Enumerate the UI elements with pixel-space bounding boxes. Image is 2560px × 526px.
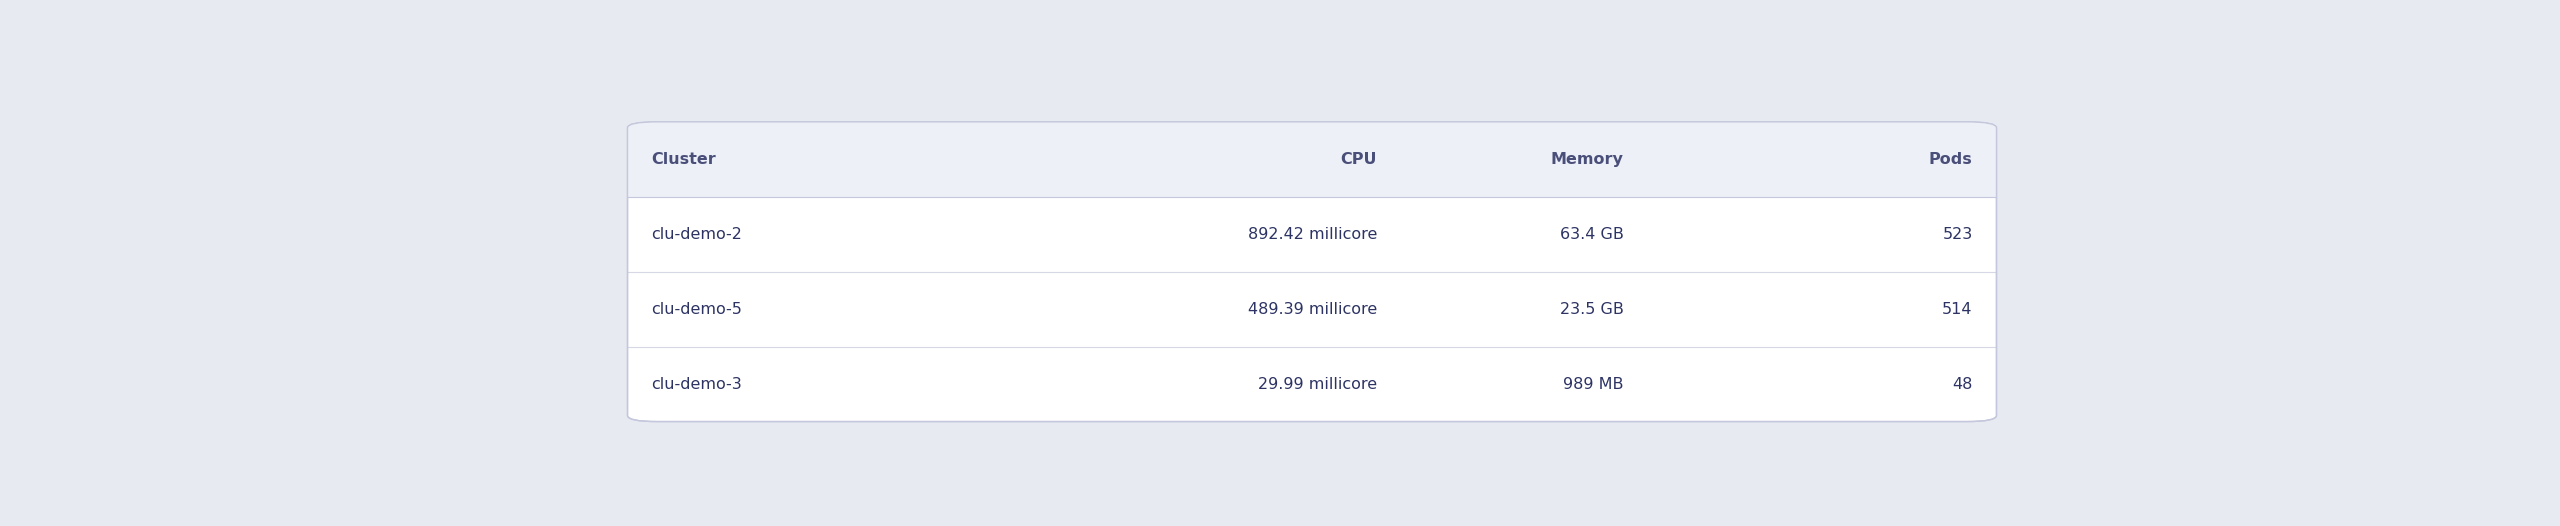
Text: CPU: CPU xyxy=(1341,152,1377,167)
Text: 29.99 millicore: 29.99 millicore xyxy=(1257,377,1377,391)
Text: 523: 523 xyxy=(1943,227,1974,242)
Text: 48: 48 xyxy=(1953,377,1974,391)
Text: Cluster: Cluster xyxy=(650,152,717,167)
Text: 23.5 GB: 23.5 GB xyxy=(1559,302,1623,317)
Text: 489.39 millicore: 489.39 millicore xyxy=(1247,302,1377,317)
FancyBboxPatch shape xyxy=(627,122,1997,421)
Text: 63.4 GB: 63.4 GB xyxy=(1559,227,1623,242)
Text: 892.42 millicore: 892.42 millicore xyxy=(1247,227,1377,242)
Text: clu-demo-3: clu-demo-3 xyxy=(650,377,742,391)
Text: 514: 514 xyxy=(1943,302,1974,317)
Text: clu-demo-2: clu-demo-2 xyxy=(650,227,742,242)
FancyBboxPatch shape xyxy=(627,122,1997,197)
Text: Memory: Memory xyxy=(1551,152,1623,167)
Text: clu-demo-5: clu-demo-5 xyxy=(650,302,742,317)
Bar xyxy=(627,156,1997,197)
Text: 989 MB: 989 MB xyxy=(1564,377,1623,391)
Text: Pods: Pods xyxy=(1928,152,1974,167)
